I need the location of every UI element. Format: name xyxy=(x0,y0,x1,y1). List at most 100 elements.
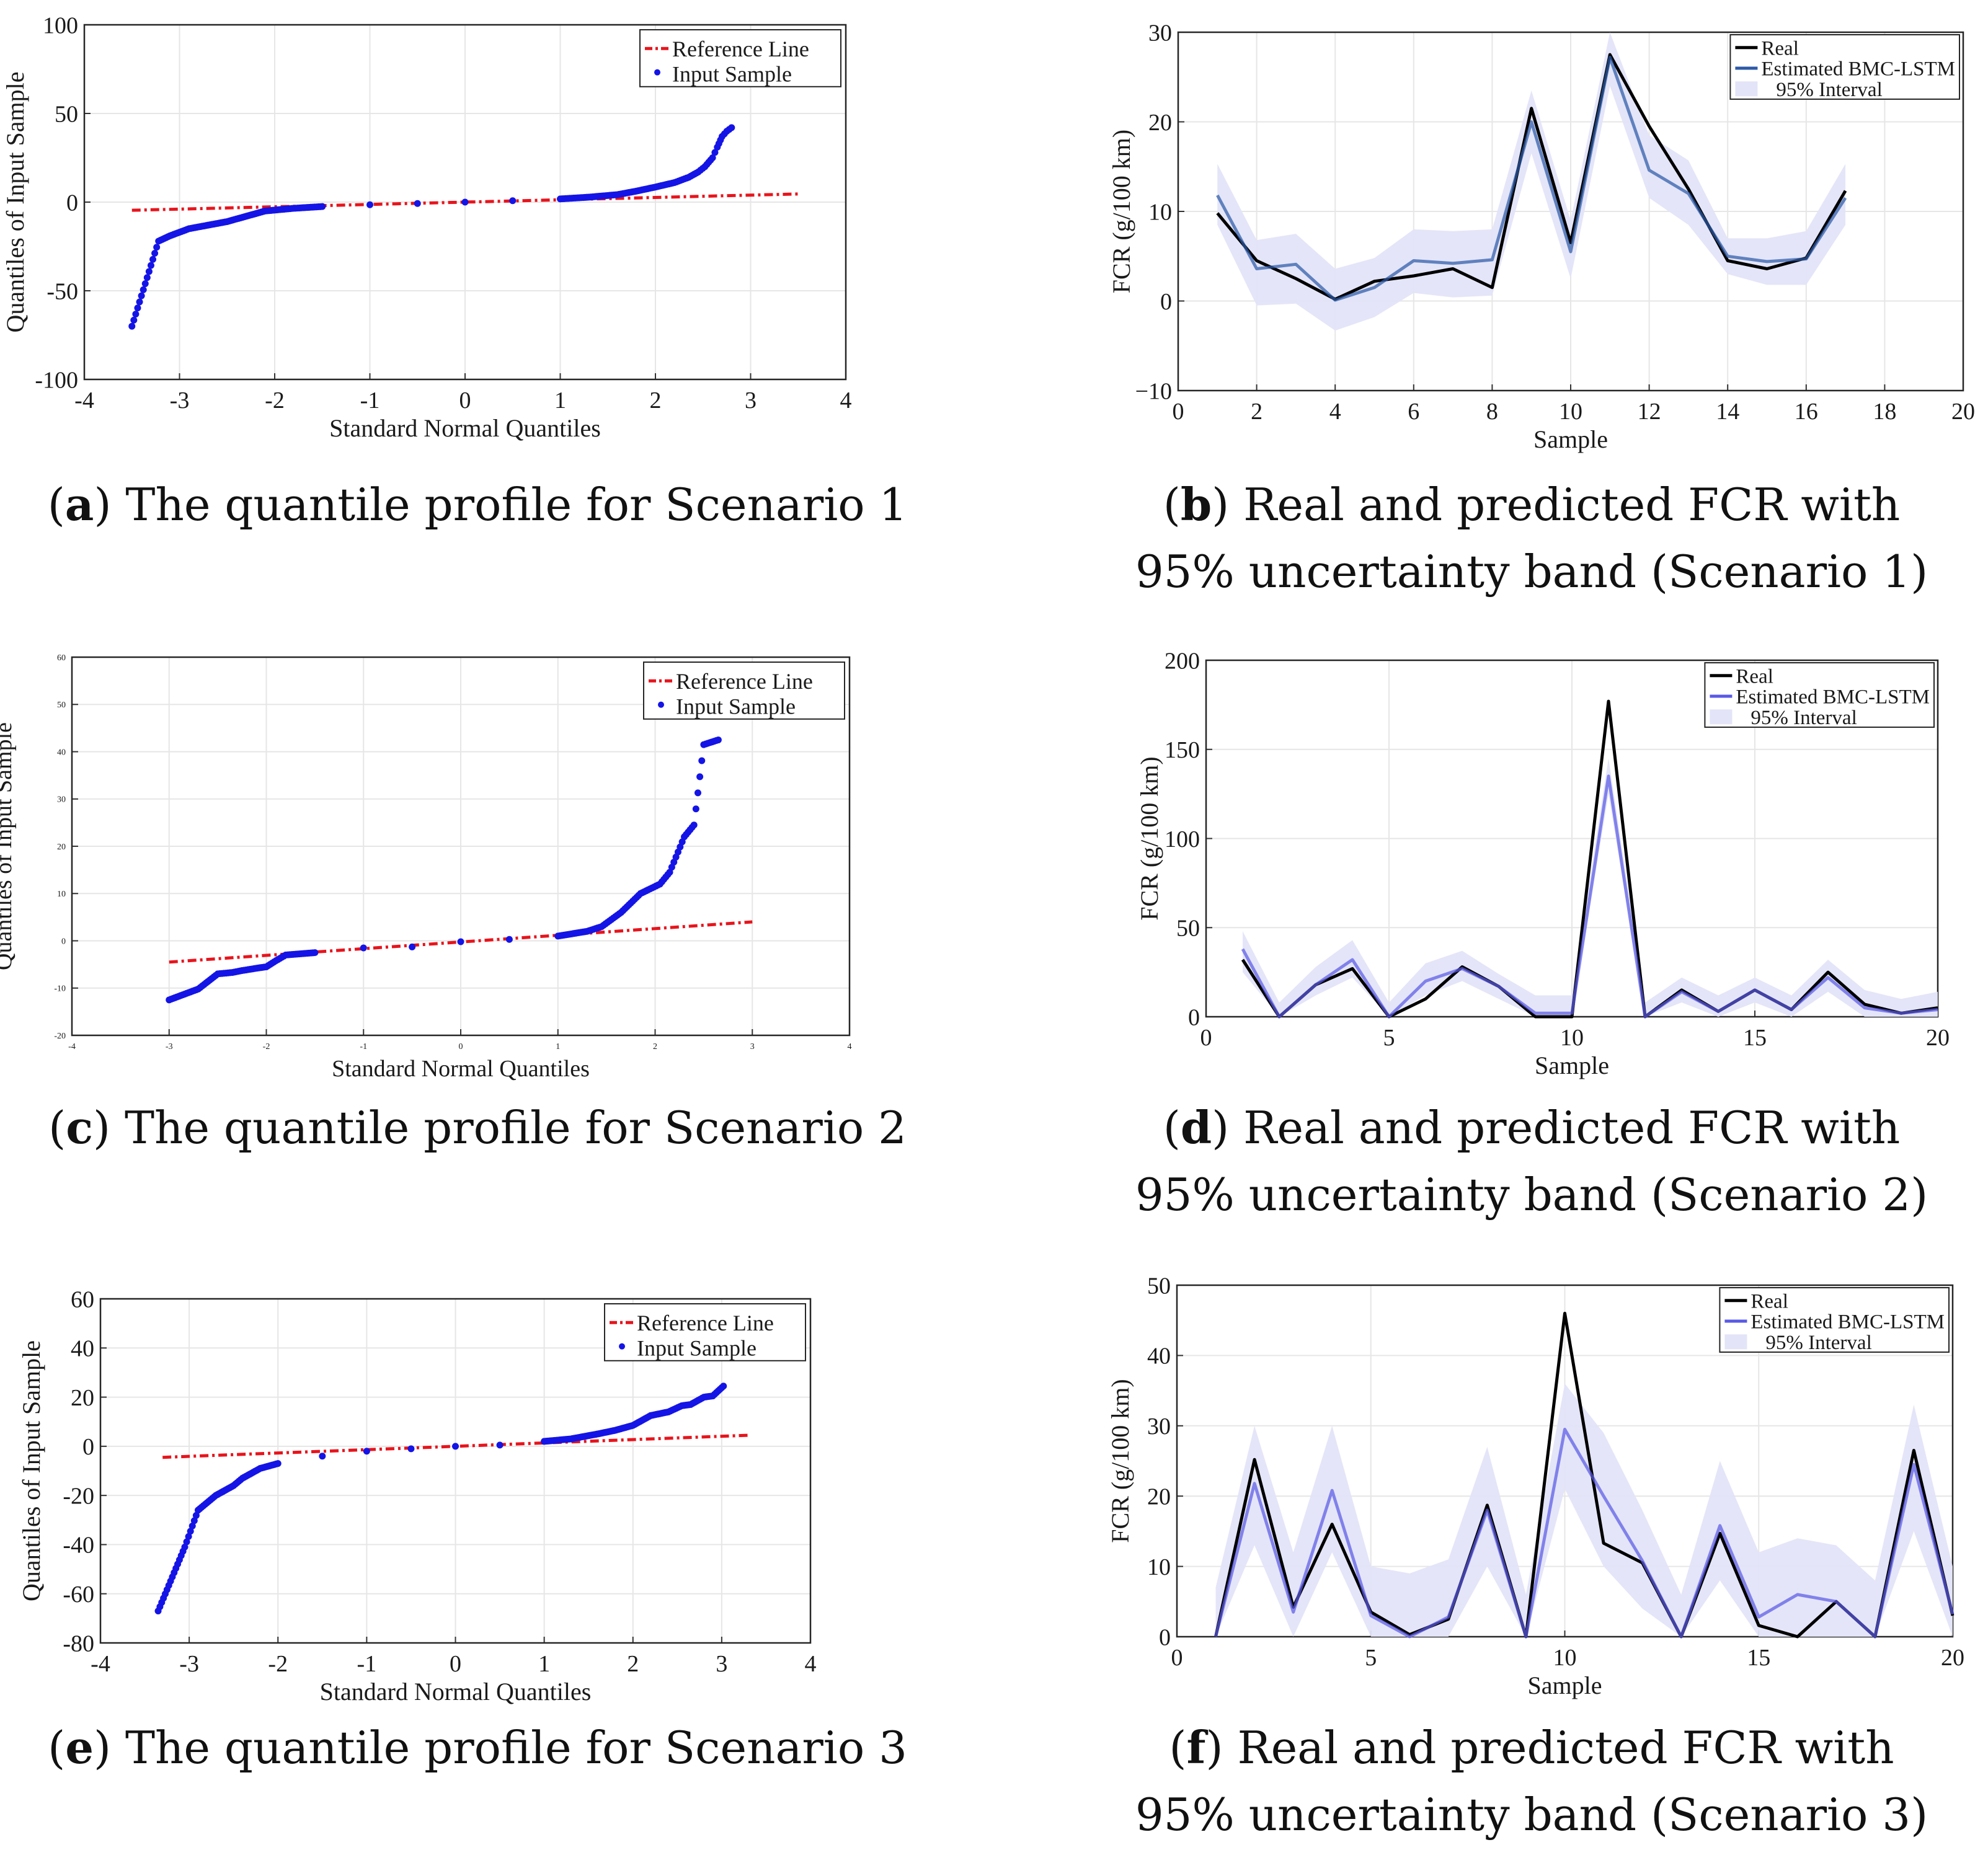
x-tick-label: -4 xyxy=(74,387,94,414)
sample-point xyxy=(366,201,373,208)
y-tick-label: 20 xyxy=(1147,1484,1171,1510)
axes-box xyxy=(1177,31,1964,392)
y-tick-label: -10 xyxy=(54,985,66,994)
x-tick-label: 16 xyxy=(1795,399,1818,425)
y-tick-label: 40 xyxy=(71,1336,94,1362)
sample-point xyxy=(181,1543,189,1551)
x-tick-label: 4 xyxy=(1329,399,1341,425)
y-axis-label: Quantiles of Input Sample xyxy=(1,71,29,332)
x-tick-label: 20 xyxy=(1926,1025,1950,1051)
caption-f-letter: f xyxy=(1186,1721,1206,1774)
sample-point xyxy=(319,203,326,210)
real-series-line xyxy=(1216,53,1847,301)
sample-point xyxy=(709,154,716,161)
x-tick-label: -1 xyxy=(360,1042,367,1051)
x-tick-label: 0 xyxy=(1173,399,1184,425)
legend-label-estimated: Estimated BMC-LSTM xyxy=(1736,686,1930,709)
y-tick-label: 0 xyxy=(1188,1004,1200,1030)
x-tick-label: -3 xyxy=(166,1042,173,1051)
x-tick-label: -4 xyxy=(91,1651,110,1677)
caption-c: (c) The quantile profile for Scenario 2 xyxy=(48,1101,907,1154)
y-axis-label: FCR (g/100 km) xyxy=(1106,1379,1134,1542)
panel-c-quantile-plot: -4 -3 -2 -1 0 1 2 3 4-20-100102030405060Standard… xyxy=(0,653,852,1082)
legend-band-swatch xyxy=(1735,81,1758,97)
caption-a: (a) The quantile profile for Scenario 1 xyxy=(47,478,908,531)
y-tick-label: 10 xyxy=(57,890,66,899)
sample-point xyxy=(147,262,154,269)
y-tick-label: 100 xyxy=(43,12,78,38)
x-tick-label: -3 xyxy=(179,1651,199,1677)
sample-point xyxy=(711,149,719,156)
y-tick-label: 50 xyxy=(55,101,78,127)
x-tick-label: -2 xyxy=(265,387,285,414)
y-tick-label: 40 xyxy=(1147,1343,1171,1370)
x-tick-label: 14 xyxy=(1716,399,1739,425)
y-tick-label: -20 xyxy=(54,1032,66,1041)
x-tick-label: 5 xyxy=(1365,1645,1377,1671)
y-tick-label: 10 xyxy=(1147,1554,1171,1580)
estimated-series-line xyxy=(1216,56,1847,302)
x-tick-label: 10 xyxy=(1559,399,1582,425)
sample-point xyxy=(714,736,722,743)
legend-sample-swatch xyxy=(658,701,664,708)
estimated-series-line xyxy=(1214,1428,1955,1639)
real-series-line xyxy=(1214,1311,1955,1639)
legend-band-swatch xyxy=(1710,709,1733,725)
y-tick-label: 100 xyxy=(1165,826,1200,852)
sample-point xyxy=(143,274,151,281)
x-axis-label: Sample xyxy=(1533,425,1608,453)
panel-e-quantile-plot: -4 -3 -2 -1 0 1 2 3 4 -80 -60 -40 -20 0 20 40 60 Standard… xyxy=(17,1286,817,1706)
x-tick-label: 10 xyxy=(1560,1025,1584,1051)
legend-sample-swatch xyxy=(654,69,660,76)
sample-point xyxy=(360,944,367,952)
legend-box xyxy=(1719,1287,1950,1353)
y-tick-label: -50 xyxy=(47,278,78,304)
x-tick-label: 2 xyxy=(1251,399,1262,425)
x-tick-label: 0 xyxy=(450,1651,461,1677)
x-tick-label: 2 xyxy=(650,387,662,414)
legend-box xyxy=(604,1303,806,1361)
y-tick-label: -40 xyxy=(63,1533,94,1559)
y-tick-label: 0 xyxy=(1159,1624,1171,1650)
y-tick-label: -60 xyxy=(63,1582,94,1608)
x-tick-label: -1 xyxy=(360,387,380,414)
sample-point xyxy=(694,789,701,797)
sample-point xyxy=(720,1383,727,1390)
axes-box xyxy=(83,24,847,381)
sample-point xyxy=(183,1538,190,1546)
sample-point xyxy=(145,268,153,275)
x-tick-label: 20 xyxy=(1951,399,1975,425)
x-tick-label: -4 xyxy=(68,1042,76,1051)
x-tick-label: 15 xyxy=(1743,1025,1767,1051)
legend-label-real: Real xyxy=(1761,37,1798,60)
x-tick-label: 5 xyxy=(1383,1025,1395,1051)
x-tick-label: 1 xyxy=(554,387,566,414)
legend-label-interval: 95% Interval xyxy=(1776,79,1882,101)
legend-label-reference: Reference Line xyxy=(637,1311,774,1335)
y-tick-label: 60 xyxy=(71,1286,94,1312)
x-tick-label: 4 xyxy=(840,387,852,414)
sample-point xyxy=(696,773,704,781)
y-tick-label: 0 xyxy=(1160,289,1172,315)
sample-point xyxy=(457,938,464,945)
uncertainty-band xyxy=(1217,32,1846,331)
y-tick-label: 40 xyxy=(57,748,66,757)
y-tick-label: -80 xyxy=(63,1631,94,1657)
caption-f-text: Real and predicted FCR with 95% uncertai… xyxy=(1135,1722,1928,1841)
uncertainty-band xyxy=(1215,1383,1953,1637)
sample-point xyxy=(190,1517,198,1524)
y-tick-label: 150 xyxy=(1165,737,1200,763)
sample-point xyxy=(140,286,147,293)
x-tick-label: 1 xyxy=(556,1042,560,1051)
x-tick-label: 4 xyxy=(805,1651,817,1677)
y-tick-label: 30 xyxy=(1147,1414,1171,1440)
x-tick-label: 10 xyxy=(1553,1645,1577,1671)
x-tick-label: 20 xyxy=(1941,1645,1964,1671)
sample-point xyxy=(496,1441,504,1449)
x-tick-label: 2 xyxy=(653,1042,657,1051)
